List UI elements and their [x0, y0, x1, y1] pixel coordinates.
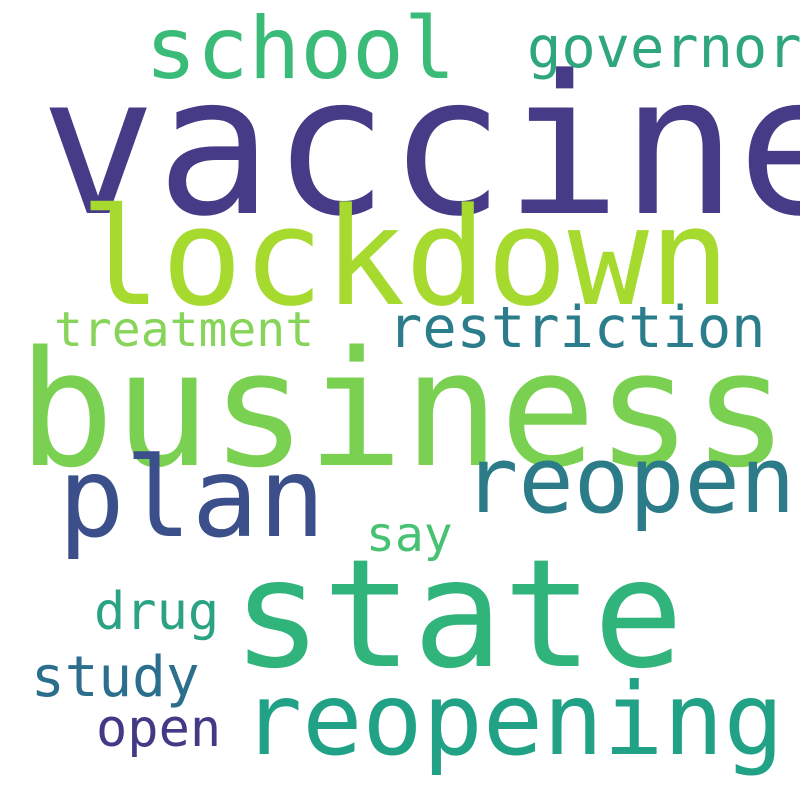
word-open: open	[96, 699, 222, 759]
word-reopening: reopening	[242, 661, 784, 778]
word-plan: plan	[58, 434, 326, 563]
word-governor: governor	[527, 15, 800, 81]
word-study: study	[31, 645, 200, 710]
word-reopen: reopen	[463, 427, 796, 534]
word-lockdown: lockdown	[80, 179, 731, 336]
word-business: business	[18, 316, 789, 503]
word-restriction: restriction	[388, 295, 766, 361]
word-state: state	[232, 528, 684, 702]
word-say: say	[366, 507, 453, 563]
word-vaccine: vaccine	[40, 34, 800, 259]
word-drug: drug	[94, 582, 220, 642]
word-treatment: treatment	[54, 302, 315, 358]
word-school: school	[145, 0, 456, 99]
